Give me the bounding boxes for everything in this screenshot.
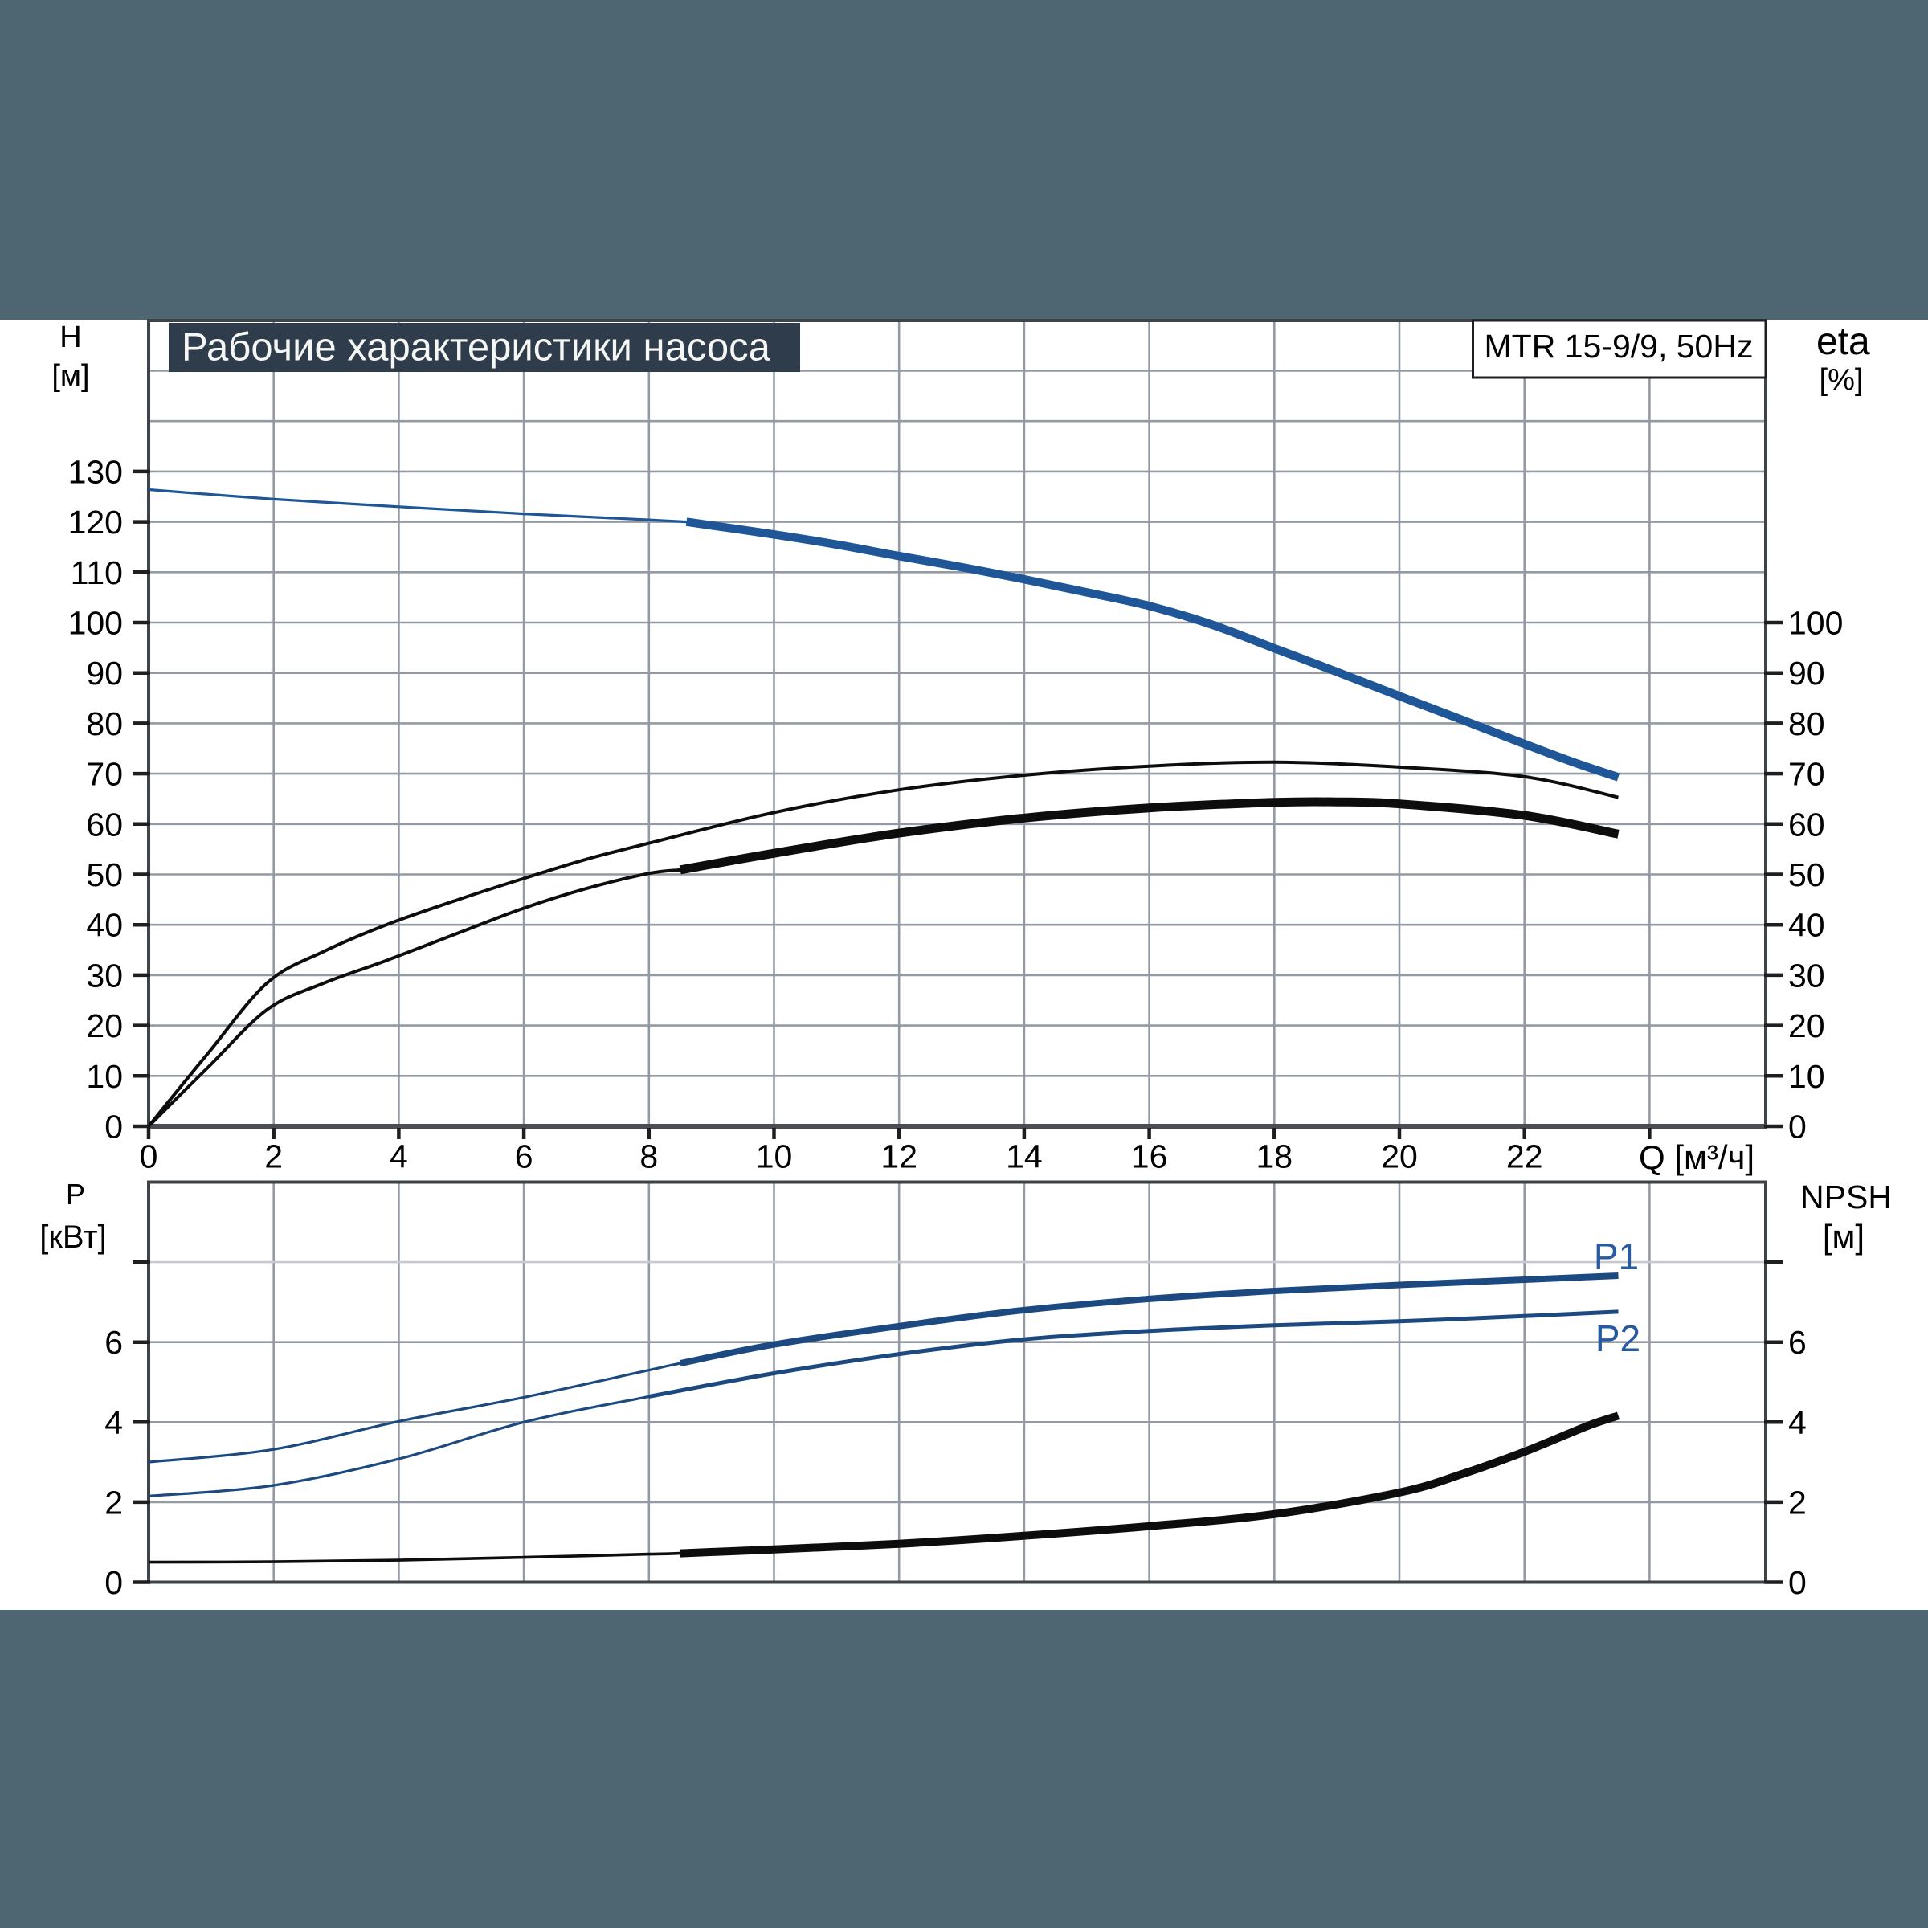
svg-text:Рабочие характеристики насоса: Рабочие характеристики насоса bbox=[182, 326, 771, 370]
svg-text:6: 6 bbox=[104, 1324, 123, 1361]
svg-text:8: 8 bbox=[639, 1138, 658, 1175]
svg-text:18: 18 bbox=[1256, 1138, 1293, 1175]
svg-text:H: H bbox=[59, 321, 81, 354]
svg-text:[%]: [%] bbox=[1820, 363, 1864, 397]
svg-text:12: 12 bbox=[880, 1138, 917, 1175]
svg-text:20: 20 bbox=[1788, 1007, 1825, 1044]
svg-text:14: 14 bbox=[1006, 1138, 1043, 1175]
svg-text:50: 50 bbox=[86, 856, 123, 893]
svg-text:10: 10 bbox=[756, 1138, 793, 1175]
svg-text:130: 130 bbox=[68, 453, 123, 490]
svg-text:6: 6 bbox=[1788, 1324, 1807, 1361]
svg-text:22: 22 bbox=[1506, 1138, 1543, 1175]
svg-text:4: 4 bbox=[1788, 1404, 1807, 1441]
svg-text:20: 20 bbox=[1381, 1138, 1418, 1175]
svg-text:100: 100 bbox=[68, 605, 123, 642]
svg-text:MTR 15-9/9, 50Hz: MTR 15-9/9, 50Hz bbox=[1485, 328, 1754, 365]
svg-text:80: 80 bbox=[86, 705, 123, 742]
svg-text:4: 4 bbox=[104, 1404, 123, 1441]
svg-text:60: 60 bbox=[86, 806, 123, 843]
svg-text:eta: eta bbox=[1816, 321, 1870, 363]
svg-text:80: 80 bbox=[1788, 705, 1825, 742]
svg-text:10: 10 bbox=[86, 1058, 123, 1095]
svg-text:120: 120 bbox=[68, 504, 123, 541]
svg-text:90: 90 bbox=[1788, 655, 1825, 692]
svg-text:0: 0 bbox=[104, 1109, 123, 1146]
svg-text:16: 16 bbox=[1131, 1138, 1168, 1175]
svg-text:30: 30 bbox=[1788, 957, 1825, 994]
svg-text:30: 30 bbox=[86, 957, 123, 994]
svg-text:4: 4 bbox=[390, 1138, 408, 1175]
svg-text:70: 70 bbox=[86, 756, 123, 793]
svg-text:P2: P2 bbox=[1595, 1317, 1640, 1359]
svg-text:90: 90 bbox=[86, 655, 123, 692]
svg-text:40: 40 bbox=[1788, 907, 1825, 944]
svg-text:110: 110 bbox=[71, 554, 123, 591]
svg-text:Q [м³/ч]: Q [м³/ч] bbox=[1639, 1138, 1754, 1176]
svg-text:70: 70 bbox=[1788, 756, 1825, 793]
svg-text:100: 100 bbox=[1788, 605, 1843, 642]
svg-text:P1: P1 bbox=[1594, 1236, 1639, 1277]
svg-text:0: 0 bbox=[140, 1138, 158, 1175]
svg-text:6: 6 bbox=[515, 1138, 533, 1175]
svg-text:50: 50 bbox=[1788, 856, 1825, 893]
svg-text:2: 2 bbox=[104, 1484, 123, 1521]
svg-text:[кВт]: [кВт] bbox=[39, 1219, 106, 1255]
svg-text:2: 2 bbox=[264, 1138, 283, 1175]
svg-text:[м]: [м] bbox=[51, 359, 89, 393]
svg-text:NPSH: NPSH bbox=[1800, 1178, 1892, 1215]
svg-text:0: 0 bbox=[1788, 1109, 1807, 1146]
svg-text:P: P bbox=[66, 1178, 85, 1211]
svg-text:2: 2 bbox=[1788, 1484, 1807, 1521]
svg-text:0: 0 bbox=[1788, 1564, 1807, 1601]
svg-text:0: 0 bbox=[104, 1564, 123, 1601]
svg-text:[м]: [м] bbox=[1823, 1218, 1865, 1256]
svg-text:40: 40 bbox=[86, 907, 123, 944]
svg-text:60: 60 bbox=[1788, 806, 1825, 843]
svg-text:20: 20 bbox=[86, 1007, 123, 1044]
svg-text:10: 10 bbox=[1788, 1058, 1825, 1095]
